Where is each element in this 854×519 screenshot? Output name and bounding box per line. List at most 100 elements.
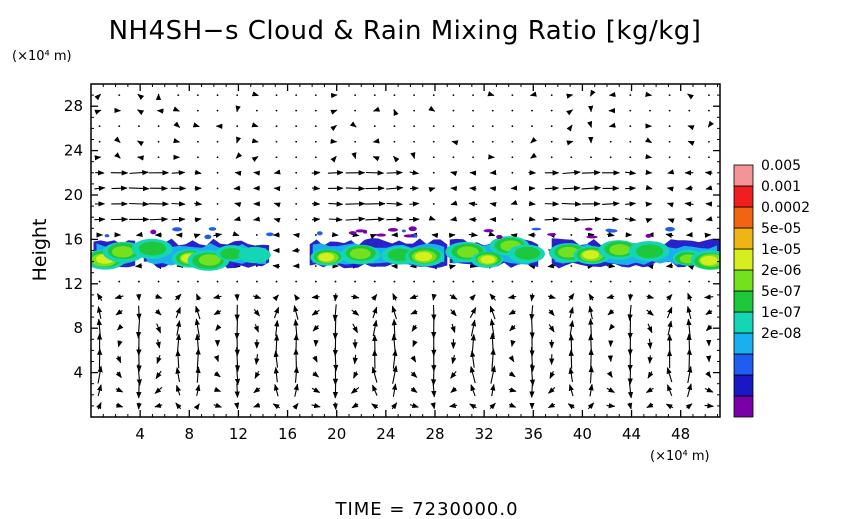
wind-dot xyxy=(472,94,474,96)
wind-arrow xyxy=(510,339,516,347)
wind-dot xyxy=(118,280,121,283)
wind-arrow xyxy=(645,387,654,393)
wind-arrow xyxy=(272,263,280,269)
wind-arrow xyxy=(392,365,398,384)
wind-dot xyxy=(511,125,514,128)
wind-arrow xyxy=(703,294,714,300)
wind-arrow xyxy=(548,324,555,333)
wind-dot xyxy=(491,109,494,112)
wind-arrow xyxy=(154,386,163,394)
y-axis-label: Height xyxy=(29,219,51,282)
wind-arrow xyxy=(194,200,203,207)
wind-arrow xyxy=(529,317,535,340)
wind-arrow xyxy=(213,386,222,392)
wind-arrow xyxy=(666,293,673,301)
cloud-fragment xyxy=(348,231,357,235)
wind-arrow xyxy=(345,185,366,192)
colorbar-label: 2e-06 xyxy=(761,263,801,279)
wind-arrow xyxy=(213,232,223,238)
wind-dot xyxy=(550,156,553,159)
wind-arrow xyxy=(129,169,149,176)
wind-dot xyxy=(668,125,671,128)
wind-arrow xyxy=(173,138,181,144)
wind-arrow xyxy=(173,121,181,128)
wind-arrow xyxy=(547,402,556,409)
wind-dot xyxy=(295,218,298,221)
wind-arrow xyxy=(548,309,555,317)
x-tick-label: 48 xyxy=(671,425,690,443)
wind-arrow xyxy=(311,402,321,409)
wind-arrow xyxy=(625,185,637,192)
cloud-blob xyxy=(635,244,664,259)
x-tick-label: 36 xyxy=(524,425,543,443)
wind-dot xyxy=(98,280,101,283)
wind-arrow xyxy=(291,247,300,253)
wind-arrow xyxy=(94,93,102,101)
cloud-mixing-ratio-field xyxy=(91,226,720,271)
wind-arrow xyxy=(489,402,496,410)
wind-arrow xyxy=(665,232,674,238)
cloud-blob xyxy=(198,254,221,266)
wind-arrow xyxy=(428,187,436,193)
wind-arrow xyxy=(94,109,102,115)
wind-arrow xyxy=(372,106,381,112)
wind-arrow xyxy=(97,365,103,384)
wind-dot xyxy=(472,125,474,128)
wind-arrow xyxy=(311,170,321,176)
wind-dot xyxy=(472,156,474,159)
wind-arrow xyxy=(136,140,144,147)
wind-dot xyxy=(452,125,455,128)
time-label: TIME = 7230000.0 xyxy=(334,499,518,519)
y-tick-label: 20 xyxy=(64,186,83,204)
cloud-fragment xyxy=(316,231,323,236)
wind-arrow xyxy=(330,109,338,115)
cloud-blob xyxy=(111,246,134,258)
wind-dot xyxy=(255,280,258,283)
wind-arrow xyxy=(646,293,655,300)
colorbar-label: 0.005 xyxy=(761,158,801,174)
wind-dot xyxy=(491,125,494,128)
wind-arrow xyxy=(449,402,458,409)
wind-arrow xyxy=(365,216,385,222)
wind-dot xyxy=(295,140,298,143)
wind-arrow xyxy=(293,383,299,397)
wind-arrow xyxy=(606,263,616,269)
wind-arrow xyxy=(566,109,574,116)
wind-arrow xyxy=(627,382,634,399)
cloud-fragment xyxy=(584,227,593,231)
colorbar-label: 0.001 xyxy=(761,179,801,195)
wind-dot xyxy=(550,94,553,96)
wind-arrow xyxy=(115,387,124,393)
wind-arrow xyxy=(625,170,637,176)
wind-dot xyxy=(275,94,278,96)
wind-arrow xyxy=(391,318,397,338)
wind-arrow xyxy=(174,293,182,301)
wind-dot xyxy=(688,280,691,283)
wind-arrow xyxy=(254,354,260,366)
wind-arrow xyxy=(137,93,145,100)
wind-arrow xyxy=(627,402,633,410)
wind-arrow xyxy=(588,318,594,338)
wind-arrow xyxy=(233,185,241,191)
cloud-blob xyxy=(138,241,167,256)
wind-dot xyxy=(354,140,357,143)
cloud-fragment xyxy=(403,234,415,238)
wind-arrow xyxy=(450,370,457,379)
wind-dot xyxy=(275,140,278,143)
colorbar-swatch xyxy=(733,164,754,187)
wind-arrow xyxy=(490,383,496,397)
wind-dot xyxy=(255,109,258,112)
wind-dot xyxy=(157,125,160,128)
wind-arrow xyxy=(96,305,103,319)
wind-arrow xyxy=(687,365,693,384)
wind-arrow xyxy=(274,333,280,353)
wind-arrow xyxy=(687,140,695,146)
wind-arrow xyxy=(468,232,478,238)
wind-arrow xyxy=(450,386,458,393)
wind-arrow xyxy=(332,304,338,322)
wind-arrow xyxy=(194,318,200,338)
wind-dot xyxy=(157,280,160,283)
wind-arrow xyxy=(273,169,281,175)
wind-arrow xyxy=(251,122,259,128)
